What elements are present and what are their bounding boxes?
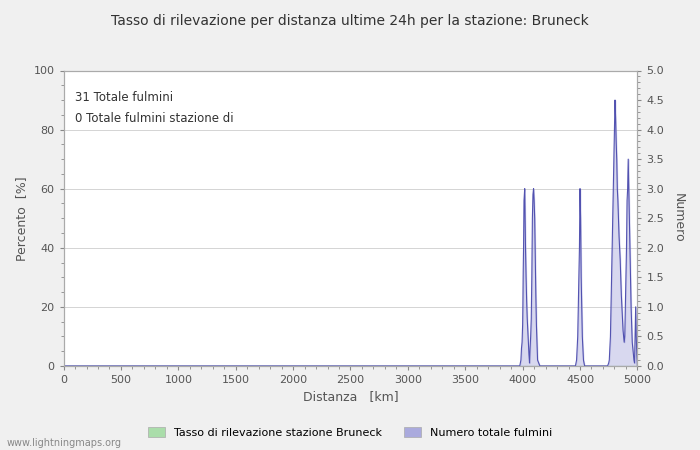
Y-axis label: Numero: Numero [672, 194, 685, 243]
Legend: Tasso di rilevazione stazione Bruneck, Numero totale fulmini: Tasso di rilevazione stazione Bruneck, N… [144, 423, 556, 442]
Text: 0 Totale fulmini stazione di: 0 Totale fulmini stazione di [75, 112, 234, 125]
Text: 31 Totale fulmini: 31 Totale fulmini [75, 91, 173, 104]
Y-axis label: Percento  [%]: Percento [%] [15, 176, 28, 261]
X-axis label: Distanza   [km]: Distanza [km] [302, 391, 398, 404]
Text: www.lightningmaps.org: www.lightningmaps.org [7, 438, 122, 448]
Text: Tasso di rilevazione per distanza ultime 24h per la stazione: Bruneck: Tasso di rilevazione per distanza ultime… [111, 14, 589, 27]
